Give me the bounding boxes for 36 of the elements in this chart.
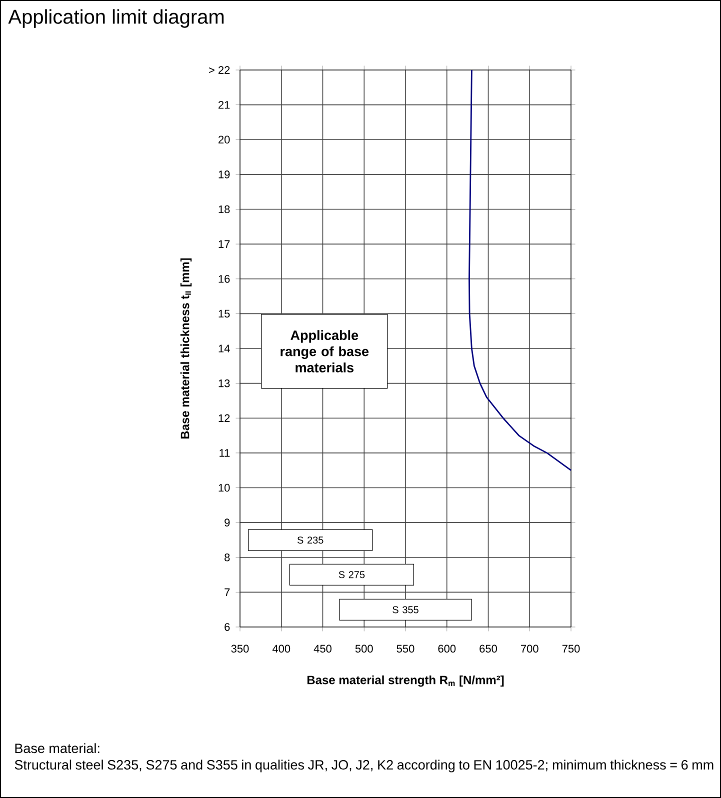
x-tick-label: 650 (480, 644, 497, 653)
x-tick-label: 450 (314, 644, 332, 653)
chart-title: Application limit diagram (8, 9, 224, 28)
y-tick-label: 8 (224, 553, 230, 562)
y-tick-label: 7 (224, 588, 230, 596)
y-tick-label: 12 (218, 414, 230, 422)
x-tick-label: 400 (272, 644, 290, 653)
y-tick-label: 16 (218, 274, 230, 283)
annotation: S 235 (297, 536, 324, 544)
y-tick-label: 14 (218, 344, 230, 352)
y-tick-label: 11 (220, 449, 230, 457)
y-tick-label: 20 (218, 136, 230, 144)
y-tick-label: 9 (224, 518, 230, 526)
y-tick-label: 15 (218, 310, 230, 318)
line-series (468, 69, 572, 472)
annotation: S 355 (392, 606, 418, 614)
x-tick-label: 700 (521, 644, 538, 653)
y-tick-label: 19 (218, 170, 230, 178)
x-tick-label: 350 (231, 644, 249, 653)
text: Base material: (15, 743, 100, 754)
y-tick-label: 13 (218, 379, 230, 388)
x-tick-label: 750 (562, 644, 580, 653)
y-tick-label: 21 (218, 100, 230, 109)
text: Base material strength R$_{m}$ [N/mm²] (307, 675, 504, 687)
annotation: S 275 (338, 571, 365, 578)
y-tick-label: 10 (218, 484, 230, 492)
x-tick-label: 550 (396, 644, 414, 653)
x-tick-label: 600 (438, 644, 456, 653)
text: Base material thickness t$_{II}$ [mm] (180, 258, 192, 439)
text: Structural steel S235, S275 and S355 in qualities JR, JO, J2, K2 according to EN 10025-2; minimum thickness = 6 mm (14, 760, 714, 772)
x-tick-label: 500 (355, 644, 373, 653)
y-tick-label: 17 (218, 240, 230, 248)
y-tick-label: 18 (218, 205, 230, 214)
annotation: Applicable range of base materials (280, 330, 369, 372)
y-tick-label: > 22 (209, 66, 230, 74)
y-tick-label: 6 (224, 623, 230, 631)
